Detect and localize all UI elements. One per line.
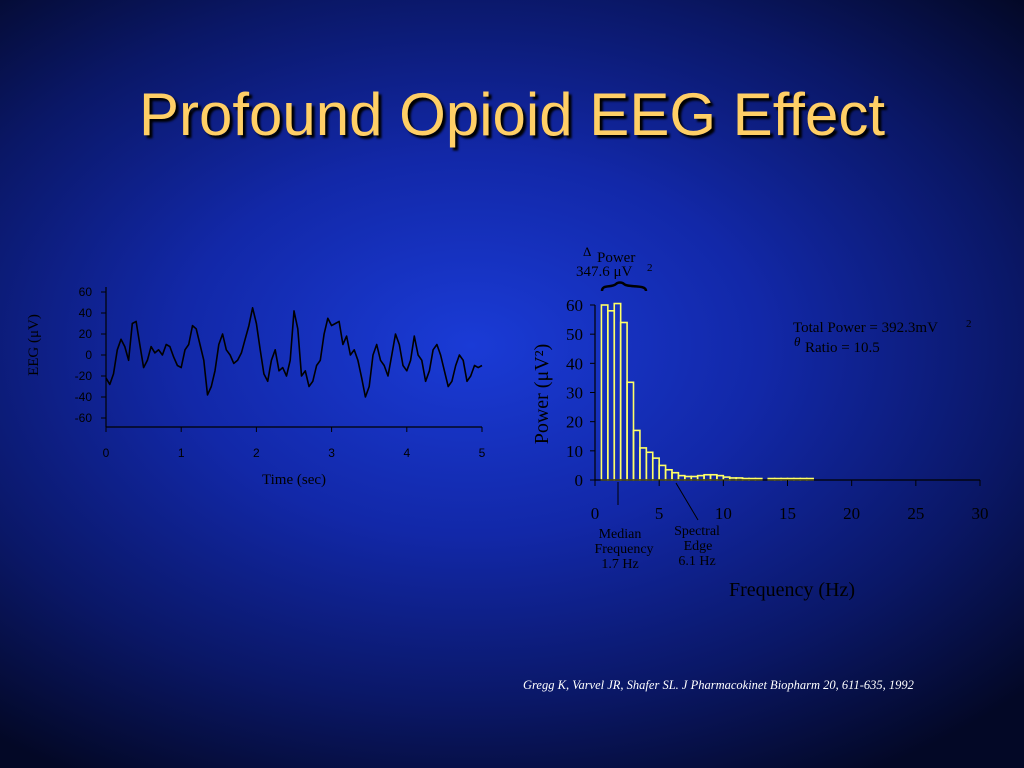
eeg-x-tick-label: 3 <box>328 446 335 460</box>
spectrum-chart: 60 50 40 30 20 10 0 0 5 10 15 20 25 30 Frequency (Hz… <box>531 244 989 601</box>
spectral-edge-marker <box>675 482 699 521</box>
spectrum-bar <box>658 464 667 481</box>
spectrum-bar <box>671 471 680 481</box>
eeg-y-tick-label: 60 <box>79 285 93 299</box>
spectrum-x-tick-label: 25 <box>907 504 924 523</box>
delta-power-squared: 2 <box>647 262 653 274</box>
spectrum-bar <box>651 457 660 481</box>
spectrum-bars <box>600 302 814 481</box>
spectrum-bar <box>664 468 673 481</box>
eeg-y-tick-label: 20 <box>79 327 93 341</box>
spectrum-y-tick-label: 60 <box>566 296 583 315</box>
spectrum-y-tick-label: 20 <box>566 413 583 432</box>
eeg-x-tick-label: 5 <box>479 446 486 460</box>
spectrum-x-ticks: 0 5 10 15 20 25 30 <box>591 480 989 523</box>
spectrum-bar <box>607 310 616 481</box>
delta-power-value: 347.6 μV <box>576 264 633 280</box>
spectrum-bar <box>703 473 712 481</box>
slide-title: Profound Opioid EEG Effect <box>139 81 885 148</box>
spectrum-y-axis-label: Power (μV²) <box>531 344 553 445</box>
eeg-y-tick-label: 40 <box>79 306 93 320</box>
eeg-chart: 60 40 20 0 -20 -40 -60 0 1 2 3 4 5 Time (sec) EEG (… <box>26 285 486 488</box>
spectrum-bar <box>709 473 718 481</box>
eeg-y-tick-label: -20 <box>75 369 93 383</box>
median-frequency-value: 1.7 Hz <box>601 557 638 572</box>
eeg-x-tick-label: 1 <box>178 446 185 460</box>
spectrum-x-tick-label: 5 <box>655 504 664 523</box>
spectrum-bar <box>632 429 641 481</box>
spectrum-y-tick-label: 10 <box>566 442 583 461</box>
spectrum-x-tick-label: 30 <box>972 504 989 523</box>
spectrum-x-axis-label: Frequency (Hz) <box>729 579 855 601</box>
spectral-edge-value: 6.1 Hz <box>678 554 715 569</box>
spectrum-bar <box>626 381 635 481</box>
eeg-y-tick-label: -40 <box>75 390 93 404</box>
eeg-y-tick-label: -60 <box>75 411 93 425</box>
eeg-x-axis-label: Time (sec) <box>262 472 326 488</box>
spectrum-bar <box>677 474 686 481</box>
spectrum-y-tick-label: 0 <box>575 471 584 490</box>
delta-symbol: Δ <box>583 244 591 259</box>
spectrum-bar <box>600 304 609 481</box>
median-frequency-label-1: Median <box>599 527 642 542</box>
spectrum-bar <box>613 302 622 481</box>
spectral-edge-label-2: Edge <box>684 539 713 554</box>
spectrum-x-tick-label: 10 <box>715 504 732 523</box>
eeg-y-axis-label: EEG (μV) <box>26 314 42 376</box>
spectrum-y-ticks: 60 50 40 30 20 10 0 <box>566 296 595 490</box>
eeg-x-tick-label: 4 <box>403 446 410 460</box>
spectrum-x-tick-label: 20 <box>843 504 860 523</box>
spectrum-bar <box>696 474 705 481</box>
theta-symbol: θ <box>794 334 801 349</box>
spectrum-x-tick-label: 15 <box>779 504 796 523</box>
spectrum-y-tick-label: 40 <box>566 354 583 373</box>
eeg-x-tick-label: 0 <box>103 446 110 460</box>
spectrum-y-tick-label: 30 <box>566 384 583 403</box>
eeg-x-ticks: 0 1 2 3 4 5 <box>103 427 486 460</box>
delta-power-label: Power <box>597 250 635 266</box>
eeg-series-line <box>105 306 483 398</box>
total-power-squared: 2 <box>966 318 972 330</box>
median-frequency-label-2: Frequency <box>594 542 653 557</box>
citation: Gregg K, Varvel JR, Shafer SL. J Pharmac… <box>523 678 914 692</box>
spectrum-x-tick-label: 0 <box>591 504 600 523</box>
spectrum-bar <box>639 447 648 481</box>
spectrum-bar <box>716 474 725 481</box>
spectrum-y-tick-label: 50 <box>566 325 583 344</box>
delta-power-brace <box>600 281 648 292</box>
spectral-edge-label-1: Spectral <box>674 524 720 539</box>
total-power-label: Total Power = 392.3mV <box>793 320 938 336</box>
spectrum-bar <box>645 451 654 481</box>
ratio-label: Ratio = 10.5 <box>805 340 880 356</box>
spectrum-bar <box>619 321 628 481</box>
eeg-y-tick-label: 0 <box>85 348 92 362</box>
eeg-x-tick-label: 2 <box>253 446 260 460</box>
eeg-y-ticks: 60 40 20 0 -20 -40 -60 <box>75 285 106 425</box>
